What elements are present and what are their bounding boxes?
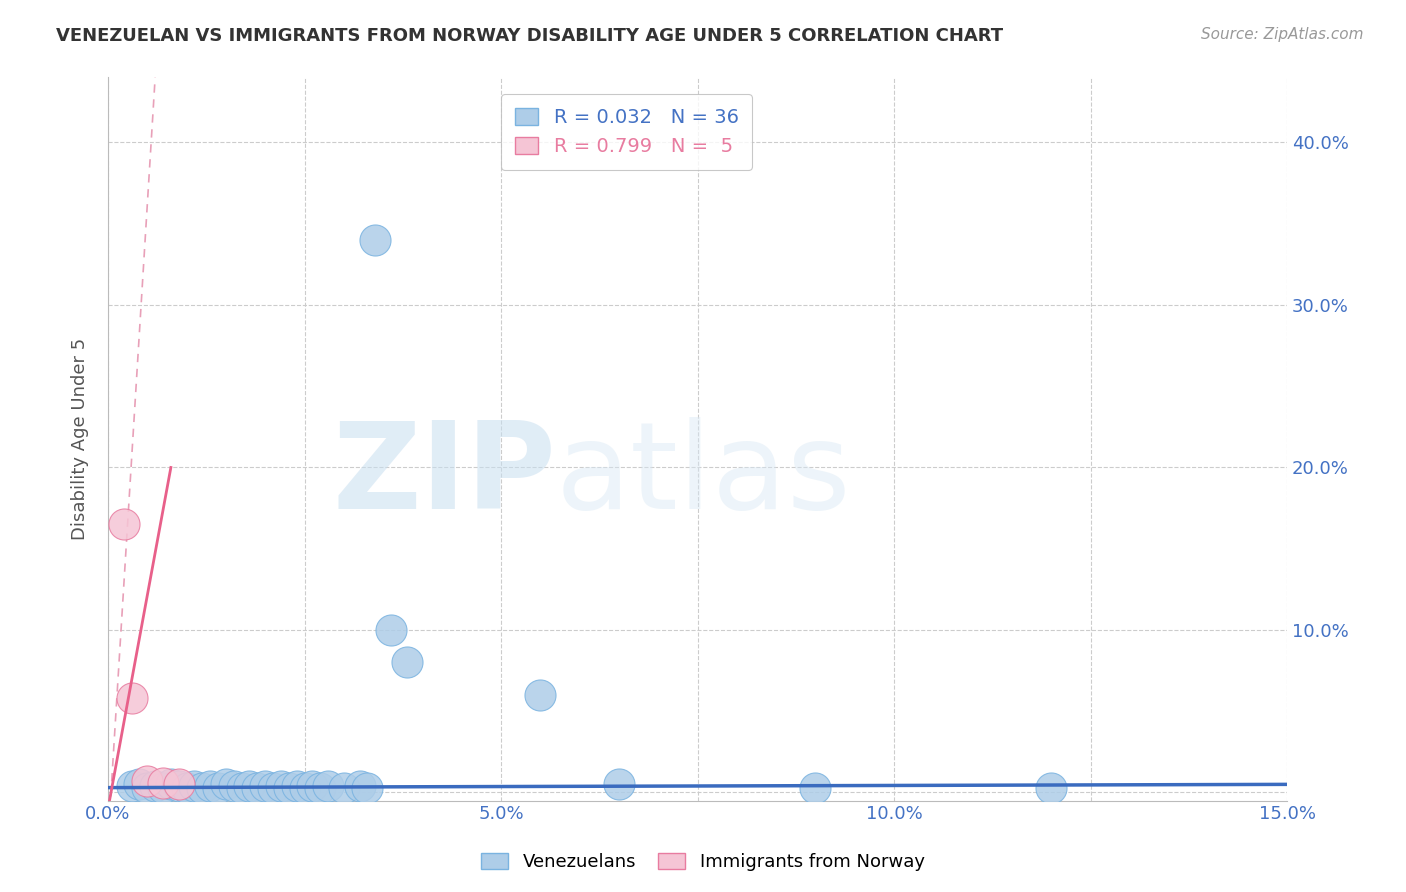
Point: [176, 780, 198, 795]
Point: [395, 656, 418, 670]
Point: [198, 779, 221, 793]
Point: [380, 623, 402, 637]
Point: [316, 779, 339, 793]
Point: [285, 779, 308, 793]
Point: [254, 779, 277, 793]
Point: [191, 780, 214, 795]
Point: [804, 780, 827, 795]
Point: [231, 780, 253, 795]
Point: [270, 779, 292, 793]
Point: [349, 779, 371, 793]
Point: [112, 517, 135, 532]
Point: [309, 780, 332, 795]
Point: [262, 780, 284, 795]
Point: [128, 777, 150, 791]
Text: Source: ZipAtlas.com: Source: ZipAtlas.com: [1201, 27, 1364, 42]
Point: [222, 779, 245, 793]
Point: [183, 779, 205, 793]
Point: [301, 779, 323, 793]
Point: [294, 780, 316, 795]
Point: [333, 780, 356, 795]
Point: [238, 779, 260, 793]
Point: [121, 779, 143, 793]
Legend: Venezuelans, Immigrants from Norway: Venezuelans, Immigrants from Norway: [474, 846, 932, 879]
Point: [143, 779, 166, 793]
Point: [246, 780, 269, 795]
Point: [356, 780, 378, 795]
Point: [215, 777, 238, 791]
Point: [1040, 780, 1063, 795]
Point: [136, 780, 159, 795]
Point: [529, 688, 551, 702]
Text: VENEZUELAN VS IMMIGRANTS FROM NORWAY DISABILITY AGE UNDER 5 CORRELATION CHART: VENEZUELAN VS IMMIGRANTS FROM NORWAY DIS…: [56, 27, 1004, 45]
Point: [167, 777, 190, 791]
Point: [167, 779, 190, 793]
Point: [152, 776, 174, 790]
Point: [121, 691, 143, 706]
Point: [136, 774, 159, 789]
Point: [364, 233, 387, 247]
Text: atlas: atlas: [555, 417, 852, 533]
Y-axis label: Disability Age Under 5: Disability Age Under 5: [72, 338, 89, 541]
Point: [207, 780, 229, 795]
Point: [277, 780, 299, 795]
Legend: R = 0.032   N = 36, R = 0.799   N =  5: R = 0.032 N = 36, R = 0.799 N = 5: [501, 95, 752, 170]
Point: [152, 780, 174, 795]
Point: [607, 777, 630, 791]
Point: [160, 777, 183, 791]
Text: ZIP: ZIP: [332, 417, 555, 533]
